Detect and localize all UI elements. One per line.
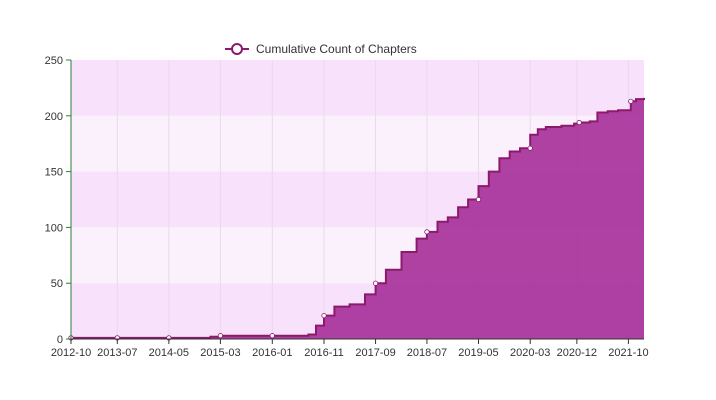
y-tick-label: 0	[57, 334, 63, 346]
legend[interactable]: Cumulative Count of Chapters	[225, 42, 417, 56]
data-point-marker	[372, 280, 379, 286]
x-tick-label: 2014-05	[149, 347, 189, 359]
x-tick-label: 2012-10	[51, 347, 91, 359]
x-tick-label: 2018-07	[407, 347, 447, 359]
x-tick-label: 2013-07	[97, 347, 137, 359]
axes	[70, 60, 644, 340]
data-point-marker	[576, 119, 582, 126]
x-tick-label: 2015-03	[200, 347, 240, 359]
data-point-marker	[217, 333, 223, 339]
y-tick-label: 250	[45, 55, 63, 67]
area-series	[71, 97, 645, 340]
x-axis-ticks: 2012-10 2013-07 2014-05 2015-03 2016-01 2016-…	[51, 339, 649, 359]
legend-marker-icon	[231, 43, 243, 55]
y-tick-label: 50	[51, 278, 63, 290]
x-tick-label: 2021-10	[608, 347, 648, 359]
y-tick-label: 100	[45, 222, 63, 234]
y-axis-ticks: 0 50 100 150 200 250	[45, 55, 71, 346]
data-point-marker	[527, 145, 533, 151]
x-tick-label: 2020-12	[557, 347, 597, 359]
x-tick-label: 2017-09	[355, 347, 395, 359]
y-tick-label: 200	[45, 111, 63, 123]
legend-label: Cumulative Count of Chapters	[256, 42, 417, 56]
data-point-marker	[475, 196, 482, 203]
series-line	[71, 97, 645, 339]
x-tick-label: 2019-05	[458, 347, 498, 359]
x-tick-label: 2016-11	[304, 347, 344, 359]
data-point-marker	[321, 312, 327, 319]
data-point-marker	[269, 333, 275, 339]
x-tick-label: 2016-01	[252, 347, 292, 359]
background-band	[71, 60, 644, 116]
data-markers	[68, 98, 634, 341]
x-tick-label: 2020-03	[510, 347, 550, 359]
y-tick-label: 150	[45, 167, 63, 179]
data-point-marker	[628, 98, 634, 104]
data-point-marker	[424, 229, 430, 235]
series-area-fill	[71, 97, 644, 340]
